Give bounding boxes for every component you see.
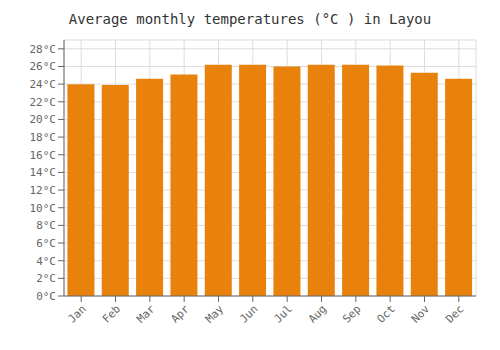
svg-text:16°C: 16°C [30,149,57,162]
svg-text:22°C: 22°C [30,96,57,109]
svg-text:Feb: Feb [100,302,123,325]
html-text:Average monthly temperatures (: Average monthly temperatures (°C ) in La… [68,11,432,27]
svg-text:Oct: Oct [375,302,398,325]
svg-text:18°C: 18°C [30,131,57,144]
svg-text:0°C: 0°C [36,290,56,303]
svg-text:Jan: Jan [66,302,89,325]
svg-text:28°C: 28°C [30,43,57,56]
svg-text:Apr: Apr [169,302,193,326]
svg-text:Aug: Aug [306,302,329,325]
svg-text:Dec: Dec [443,302,466,325]
svg-text:12°C: 12°C [30,184,57,197]
svg-text:6°C: 6°C [36,237,56,250]
svg-text:24°C: 24°C [30,78,57,91]
svg-text:20°C: 20°C [30,113,57,126]
svg-text:Jul: Jul [272,302,295,325]
svg-text:14°C: 14°C [30,166,57,179]
svg-text:4°C: 4°C [36,255,56,268]
svg-text:Mar: Mar [134,302,158,326]
svg-text:8°C: 8°C [36,219,56,232]
svg-text:Jun: Jun [237,302,260,325]
svg-text:26°C: 26°C [30,60,57,73]
svg-text:Sep: Sep [340,302,363,325]
svg-text:Nov: Nov [409,302,433,326]
svg-text:2°C: 2°C [36,272,56,285]
svg-text:10°C: 10°C [30,202,57,215]
svg-text:May: May [203,302,227,326]
